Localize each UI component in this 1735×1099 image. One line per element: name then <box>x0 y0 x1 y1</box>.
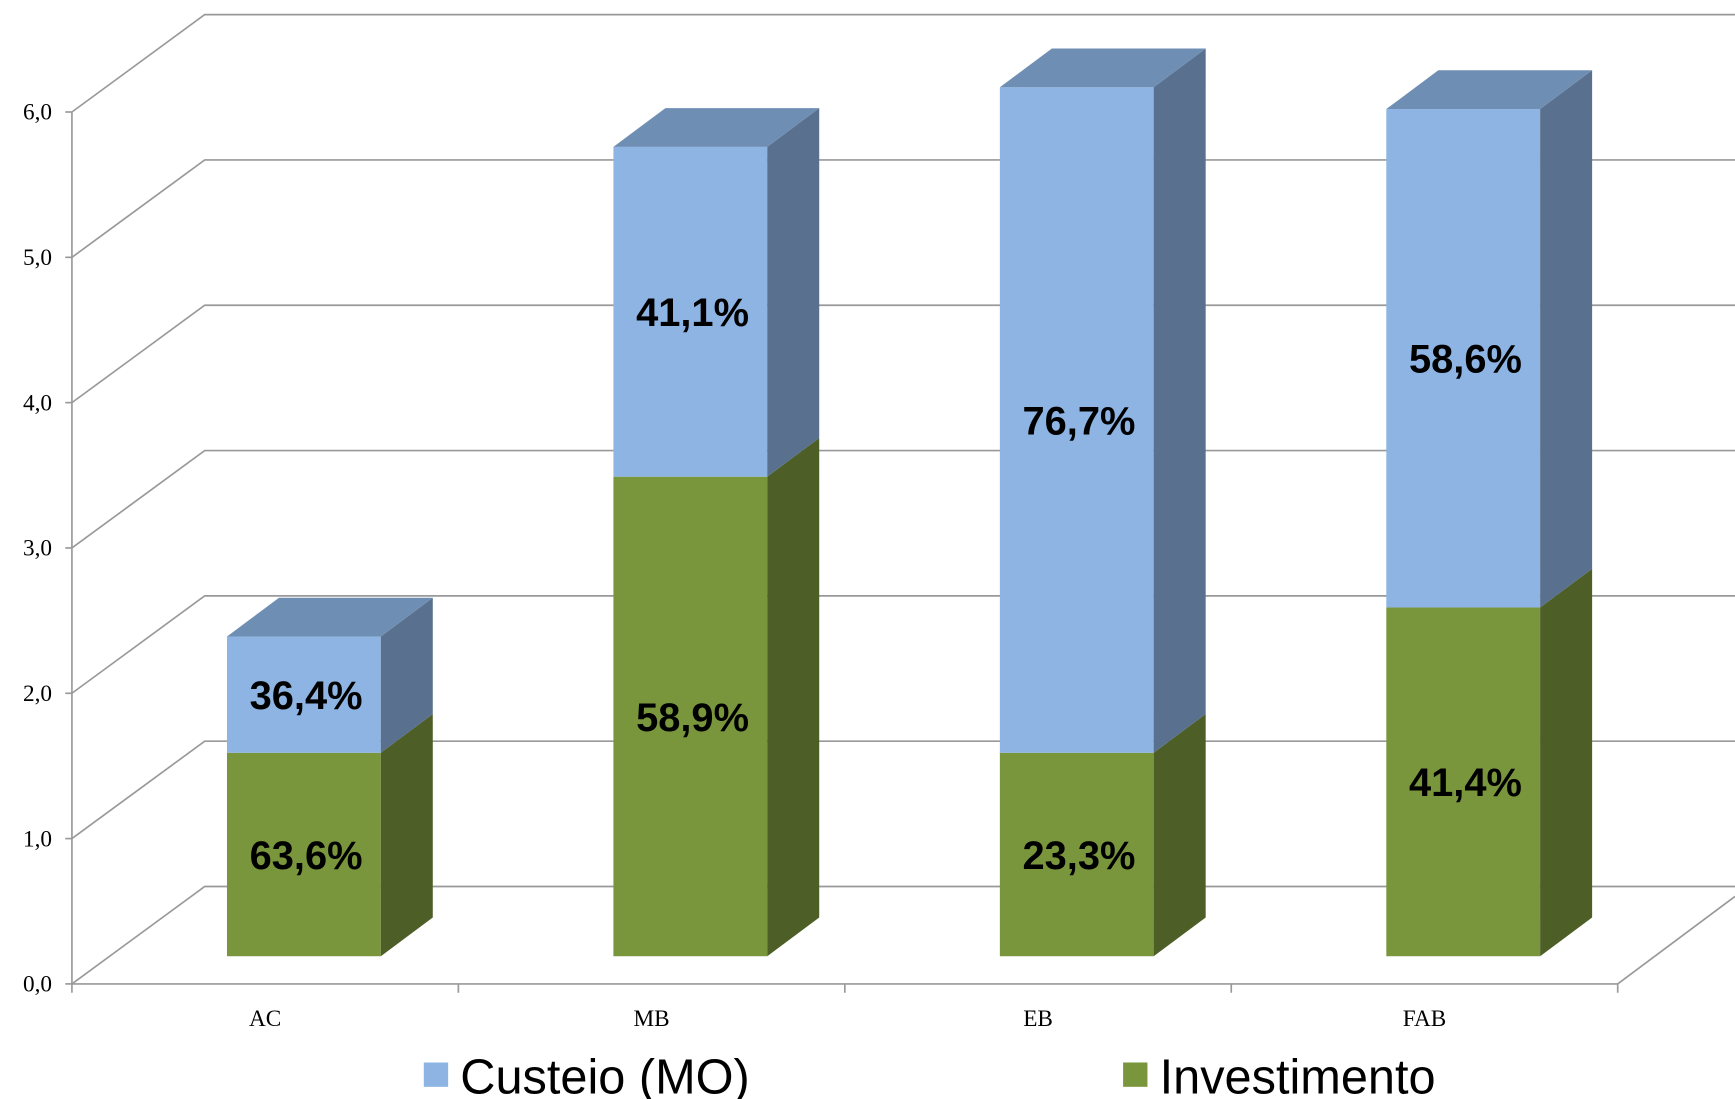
data-label: 41,1% <box>636 291 749 335</box>
bar-segment <box>226 636 381 753</box>
bar-top <box>1386 70 1593 110</box>
bar-segment <box>999 752 1154 957</box>
data-label: 58,9% <box>636 696 749 740</box>
bar-side <box>380 597 433 753</box>
bar-side <box>767 437 820 957</box>
grid-line <box>71 159 1735 258</box>
y-tick-label: 5,0 <box>23 245 52 271</box>
grid-line <box>71 13 1735 113</box>
bar-segment <box>1386 109 1541 608</box>
grid-line <box>71 885 1735 985</box>
data-label: 41,4% <box>1409 761 1522 805</box>
y-tick-label: 1,0 <box>23 826 52 852</box>
bar-top <box>613 108 820 147</box>
bar-segment <box>613 146 768 477</box>
grid-line <box>71 304 1735 404</box>
data-label: 36,4% <box>250 674 363 718</box>
bar-side <box>767 108 820 477</box>
bar-side <box>1153 48 1206 753</box>
y-tick-label: 6,0 <box>23 100 52 126</box>
bar-top <box>226 597 433 637</box>
x-tick-label: AC <box>249 1006 281 1032</box>
y-tick-label: 0,0 <box>23 972 52 998</box>
bar-side <box>380 714 433 957</box>
grid-line <box>71 740 1735 840</box>
legend-label: Investimento <box>1160 1050 1436 1099</box>
bar-side <box>1540 568 1593 957</box>
data-label: 63,6% <box>250 834 363 878</box>
data-label: 23,3% <box>1023 834 1136 878</box>
bar-segment <box>226 752 381 957</box>
bar-side <box>1153 714 1206 957</box>
y-tick-label: 2,0 <box>23 681 52 707</box>
legend-swatch <box>1123 1062 1148 1087</box>
x-tick-label: MB <box>634 1006 670 1032</box>
bar-segment <box>613 476 768 957</box>
legend-label: Custeio (MO) <box>460 1050 749 1099</box>
data-label: 58,6% <box>1409 338 1522 382</box>
y-tick-label: 4,0 <box>23 390 52 416</box>
legend-swatch <box>423 1062 449 1087</box>
data-label: 76,7% <box>1023 399 1136 443</box>
x-tick-label: EB <box>1023 1006 1053 1032</box>
x-tick-label: FAB <box>1403 1006 1446 1032</box>
grid-line <box>71 449 1735 549</box>
y-tick-label: 3,0 <box>23 536 52 562</box>
bar-segment <box>1386 607 1541 957</box>
grid-line <box>71 595 1735 694</box>
bar-top <box>999 48 1206 88</box>
bar-segment <box>999 87 1154 753</box>
bar-side <box>1540 70 1593 608</box>
